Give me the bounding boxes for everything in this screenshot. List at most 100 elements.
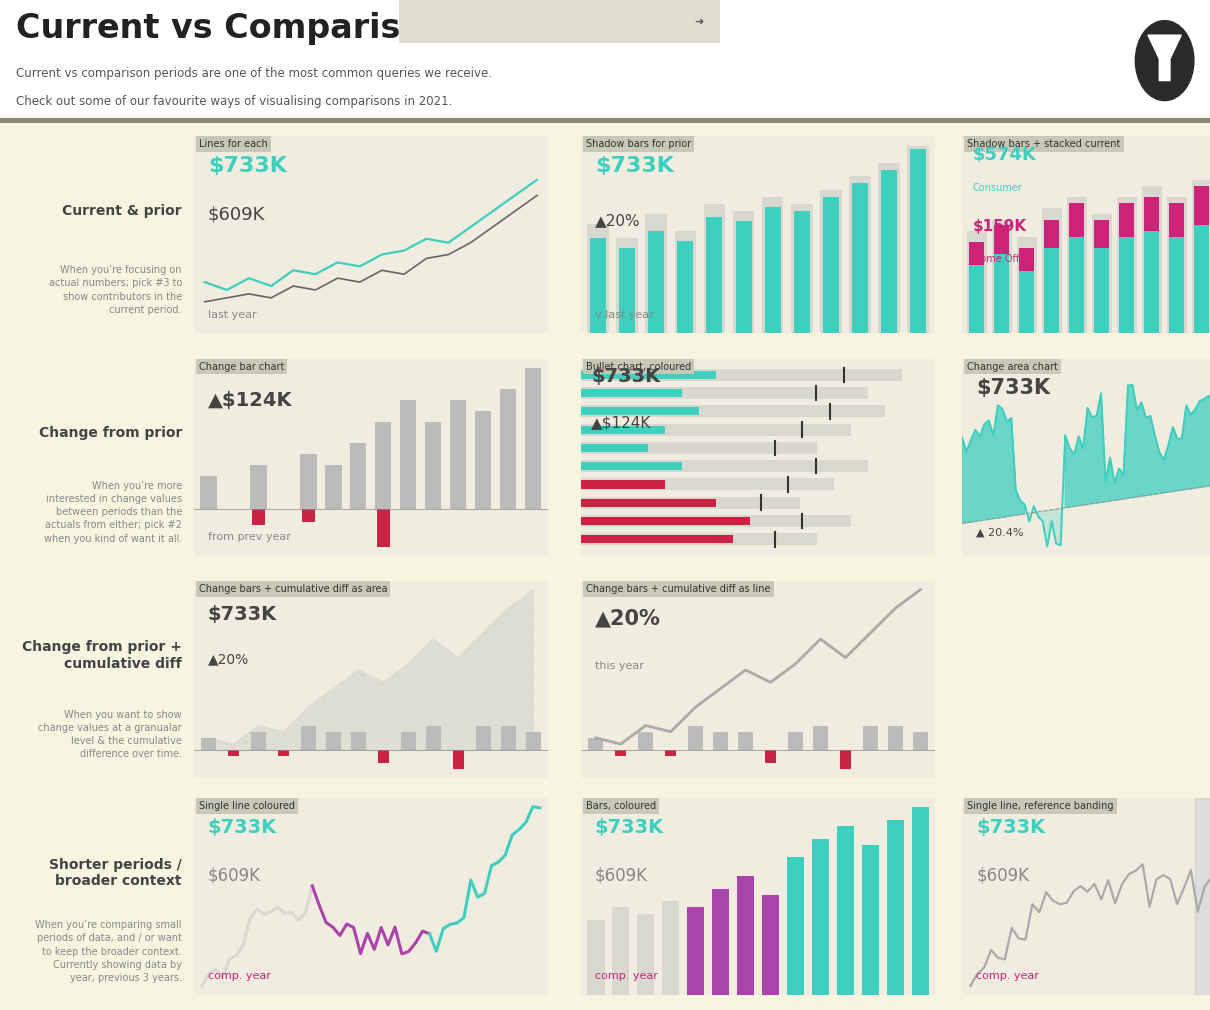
Bar bbox=[688, 725, 703, 750]
Bar bbox=[201, 738, 217, 750]
Text: When you want to show
change values at a granualar
level & the cumulative
differ: When you want to show change values at a… bbox=[39, 710, 182, 760]
Bar bbox=[1042, 208, 1062, 333]
Text: Current vs comparison periods are one of the most common queries we receive.: Current vs comparison periods are one of… bbox=[16, 68, 491, 81]
Bar bbox=[325, 731, 341, 750]
Text: Change bars + cumulative diff as area: Change bars + cumulative diff as area bbox=[198, 584, 387, 594]
Bar bbox=[252, 509, 265, 525]
Bar bbox=[615, 750, 627, 756]
Text: When you’re focusing on
actual numbers; pick #3 to
show contributors in the
curr: When you’re focusing on actual numbers; … bbox=[48, 266, 182, 315]
Bar bbox=[1194, 225, 1209, 333]
Bar bbox=[849, 177, 871, 333]
Bar bbox=[581, 533, 817, 545]
Bar bbox=[1145, 197, 1159, 231]
Bar bbox=[351, 731, 365, 750]
Text: Change from prior +
cumulative diff: Change from prior + cumulative diff bbox=[22, 640, 182, 671]
Bar bbox=[581, 461, 868, 472]
Bar bbox=[587, 224, 609, 333]
Bar bbox=[794, 210, 809, 333]
Bar bbox=[1019, 271, 1035, 333]
Bar bbox=[525, 368, 541, 509]
Bar bbox=[302, 509, 315, 521]
Bar bbox=[911, 807, 929, 995]
Bar bbox=[1067, 197, 1087, 333]
Bar bbox=[450, 400, 466, 509]
Bar bbox=[1166, 197, 1187, 333]
Bar bbox=[765, 750, 776, 763]
Bar bbox=[762, 197, 784, 333]
Bar bbox=[501, 725, 515, 750]
Bar bbox=[1194, 186, 1209, 225]
Bar bbox=[674, 231, 696, 333]
Text: comp. year: comp. year bbox=[595, 971, 658, 981]
Bar bbox=[350, 443, 367, 509]
Bar bbox=[1192, 180, 1210, 333]
Bar bbox=[887, 820, 904, 995]
Text: $733K: $733K bbox=[592, 368, 661, 386]
Bar bbox=[250, 466, 266, 509]
Bar bbox=[378, 750, 388, 763]
Text: ▲20%: ▲20% bbox=[595, 213, 640, 228]
Bar bbox=[969, 242, 985, 265]
Bar bbox=[820, 190, 842, 333]
Text: ▲20%: ▲20% bbox=[208, 652, 249, 667]
Bar bbox=[713, 731, 728, 750]
Text: Bars, coloured: Bars, coloured bbox=[586, 801, 656, 811]
Bar bbox=[645, 214, 667, 333]
Bar bbox=[1044, 248, 1059, 333]
Bar bbox=[581, 387, 868, 399]
Bar bbox=[590, 237, 606, 333]
Bar bbox=[969, 265, 985, 333]
Bar bbox=[581, 442, 817, 453]
Bar bbox=[581, 479, 834, 491]
Text: — interworks: — interworks bbox=[974, 976, 1077, 990]
Bar bbox=[581, 497, 800, 509]
Text: Current vs Comparison Periods: Current vs Comparison Periods bbox=[16, 11, 600, 44]
Text: ▲$124K: ▲$124K bbox=[208, 391, 293, 410]
Bar bbox=[995, 225, 1009, 254]
Bar bbox=[201, 476, 217, 509]
Bar bbox=[786, 857, 805, 995]
Text: When you’re more
interested in change values
between periods than the
actuals fr: When you’re more interested in change va… bbox=[44, 481, 182, 543]
Bar bbox=[278, 750, 289, 756]
Bar bbox=[476, 725, 491, 750]
Bar bbox=[736, 221, 751, 333]
Bar bbox=[636, 914, 655, 995]
Text: Bullet chart, coloured: Bullet chart, coloured bbox=[586, 362, 691, 372]
Bar bbox=[581, 535, 733, 543]
Bar bbox=[1091, 214, 1112, 333]
Text: ▲20%: ▲20% bbox=[595, 608, 661, 628]
Bar bbox=[687, 907, 704, 995]
Polygon shape bbox=[1148, 35, 1181, 81]
Bar bbox=[500, 389, 517, 509]
Bar bbox=[992, 219, 1012, 333]
Text: comp. year: comp. year bbox=[976, 971, 1039, 981]
Bar bbox=[840, 750, 851, 769]
Bar bbox=[1119, 236, 1134, 333]
Text: $609K: $609K bbox=[595, 867, 649, 885]
Text: Single line, reference banding: Single line, reference banding bbox=[967, 801, 1113, 811]
Bar bbox=[863, 725, 878, 750]
Bar bbox=[1070, 203, 1084, 236]
Text: Change area chart: Change area chart bbox=[967, 362, 1058, 372]
Bar bbox=[616, 237, 638, 333]
Bar bbox=[732, 210, 754, 333]
Text: Single line coloured: Single line coloured bbox=[198, 801, 295, 811]
Bar bbox=[581, 405, 885, 417]
Bar bbox=[375, 422, 392, 509]
Bar bbox=[738, 731, 753, 750]
Bar bbox=[995, 254, 1009, 333]
Text: $733K: $733K bbox=[595, 818, 664, 837]
Text: last year: last year bbox=[208, 309, 257, 319]
Bar bbox=[813, 725, 828, 750]
Text: Consumer: Consumer bbox=[973, 184, 1022, 194]
Text: Shorter periods /
broader context: Shorter periods / broader context bbox=[50, 857, 182, 888]
Text: Check out some of our favourite ways of visualising comparisons in 2021.: Check out some of our favourite ways of … bbox=[16, 95, 453, 108]
Text: $574K: $574K bbox=[973, 146, 1037, 164]
Text: Shadow bars for prior: Shadow bars for prior bbox=[586, 139, 691, 149]
Bar bbox=[1019, 248, 1035, 271]
Text: $609K: $609K bbox=[208, 867, 261, 885]
Bar bbox=[1044, 219, 1059, 248]
Text: $159K: $159K bbox=[973, 219, 1027, 234]
Bar bbox=[1119, 203, 1134, 236]
Bar bbox=[1145, 231, 1159, 333]
